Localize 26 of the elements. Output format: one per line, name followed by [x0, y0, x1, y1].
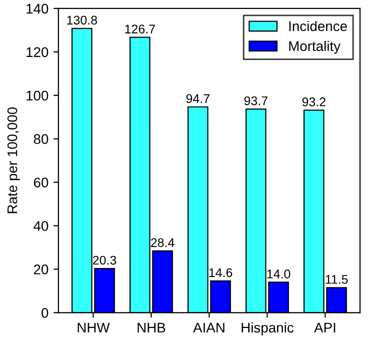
x-tick-label: API	[314, 322, 336, 332]
data-label: 93.2	[302, 97, 326, 106]
y-tick-label: 80	[34, 134, 48, 144]
data-label: 14.0	[267, 270, 290, 278]
y-tick-label: 60	[34, 178, 48, 188]
y-tick-label: 140	[26, 4, 48, 14]
x-tick-label: NHB	[138, 322, 166, 332]
data-label: 11.5	[326, 275, 348, 284]
y-axis-title: Rate per 100,000	[7, 107, 20, 214]
data-label: 93.7	[244, 96, 268, 106]
legend-label: Mortality	[289, 40, 341, 54]
y-tick-label: 120	[26, 47, 48, 58]
y-tick-label: 20	[34, 264, 48, 274]
data-label: 94.7	[186, 94, 210, 104]
x-tick-label: AIAN	[193, 322, 224, 332]
y-tick-label: 40	[34, 221, 48, 231]
y-tick-label: 100	[26, 90, 48, 101]
data-label: 14.6	[209, 268, 232, 278]
data-label: 126.7	[125, 24, 155, 34]
data-label: 20.3	[93, 256, 116, 265]
x-tick-label: NHW	[78, 322, 110, 332]
legend-label: Incidence	[289, 20, 347, 32]
data-label: 130.8	[67, 16, 98, 25]
data-label: 28.4	[151, 238, 174, 248]
x-tick-label: Hispanic	[242, 322, 294, 336]
y-tick-label: 0	[42, 308, 48, 318]
